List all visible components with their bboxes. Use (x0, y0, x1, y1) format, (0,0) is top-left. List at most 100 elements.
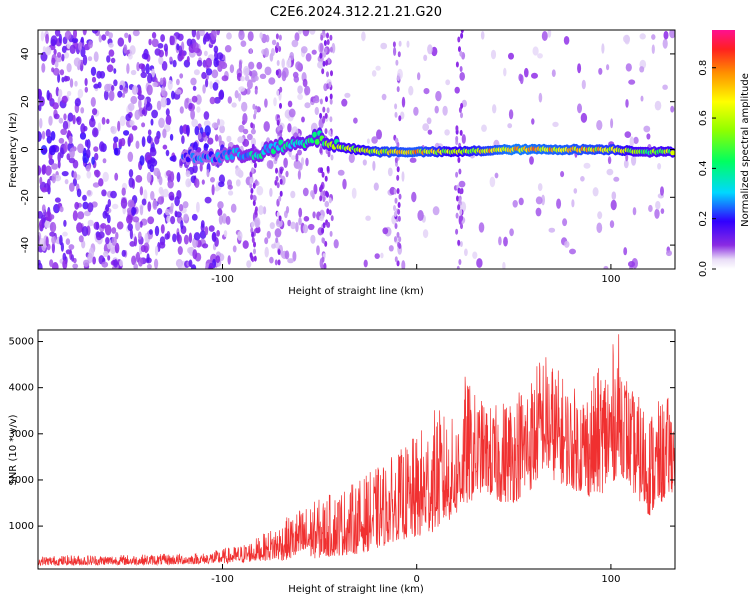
spectrogram-cell (374, 253, 380, 259)
spectrogram-cell (159, 77, 164, 86)
spectrogram-cell (77, 143, 84, 154)
spectrogram-cell (326, 71, 329, 78)
spectrogram-cell (623, 247, 628, 256)
spectrogram-cell (512, 200, 518, 208)
spectrogram-cell (223, 230, 228, 238)
spectrogram-cell (214, 186, 220, 192)
spectrogram-cell (69, 78, 74, 88)
spectrogram-cell (459, 129, 463, 136)
spectrogram-cell (51, 173, 56, 184)
spectrogram-cell (275, 33, 279, 40)
spectrogram-cell (215, 255, 221, 263)
spectrogram-cell (503, 236, 508, 247)
spectrogram-cell (502, 261, 506, 269)
spectrogram-cell (213, 57, 219, 68)
spectrogram-cell (297, 85, 303, 94)
spectrogram-cell (286, 59, 292, 68)
spectrogram-cell (328, 209, 332, 216)
spectrogram-cell (275, 175, 279, 182)
spectrogram-cell (434, 105, 439, 114)
spectrogram-cell (68, 135, 73, 145)
spectrogram-cell (330, 215, 334, 222)
spectrogram-cell (68, 244, 75, 250)
spectrogram-cell (246, 260, 252, 268)
spectrogram-cell (319, 147, 323, 154)
y-tick-label: 1000 (9, 521, 34, 532)
spectrogram-cell (670, 150, 675, 156)
spectrogram-cell (310, 234, 316, 244)
spectrogram-cell (394, 111, 398, 118)
spectrogram-cell (609, 220, 615, 229)
spectrogram-cell (279, 102, 282, 109)
spectrogram-cell (137, 94, 145, 101)
spectrogram-cell (319, 186, 323, 193)
spectrogram-cell (212, 82, 219, 91)
spectrogram-cell (128, 34, 132, 43)
spectrogram-cell (562, 218, 568, 227)
spectrogram-cell (401, 171, 405, 182)
spectrogram-cell (396, 231, 400, 238)
spectrogram-cell (64, 30, 72, 40)
spectrogram-cell (330, 70, 333, 77)
spectrogram-cell (277, 249, 281, 255)
spectrogram-cell (266, 230, 271, 239)
spectrogram-cell (201, 179, 205, 185)
spectrogram-cell (326, 191, 329, 198)
spectrogram-cell (139, 186, 144, 196)
spectrogram-cell (183, 234, 189, 245)
spectrogram-cell (154, 225, 160, 237)
spectrogram-cell (276, 42, 280, 48)
spectrogram-cell (319, 112, 323, 119)
y-tick-label: 4000 (9, 383, 34, 394)
spectrogram-cell (102, 158, 107, 164)
spectrogram-cell (476, 258, 483, 268)
spectrogram-cell (560, 171, 565, 178)
spectrogram-cell (492, 104, 497, 114)
spectrogram-cell (63, 219, 67, 227)
spectrogram-cell (175, 211, 182, 218)
spectrogram-cell (387, 167, 393, 177)
spectrogram-cell (302, 224, 309, 234)
spectrogram-cell (64, 179, 69, 185)
spectrogram-cell (375, 65, 381, 71)
spectrogram-cell (238, 30, 245, 41)
spectrogram-cell (101, 261, 109, 268)
spectrogram-cell (277, 125, 281, 132)
spectrogram-cell (328, 197, 332, 204)
spectrogram-cell (314, 106, 319, 116)
spectrogram-cell (459, 241, 463, 247)
spectrogram-cell (329, 98, 333, 105)
spectrogram-cell (82, 30, 87, 36)
spectrogram-cell (460, 32, 464, 39)
y-tick-label: -40 (20, 237, 31, 253)
spectrogram-cell (156, 100, 162, 111)
spectrogram-cell (276, 218, 280, 225)
spectrogram-cell (57, 160, 61, 169)
spectrogram-cell (262, 206, 267, 215)
spectrogram-cell (264, 237, 269, 245)
spectrogram-cell (290, 221, 296, 230)
spectrogram-noise (38, 30, 675, 269)
colorbar-tick-label: 0.2 (698, 211, 709, 227)
colorbar-label: Normalized spectral amplitude (740, 73, 750, 227)
spectrogram-cell (97, 122, 102, 132)
spectrogram-cell (393, 46, 397, 56)
spectrogram-cell (611, 191, 617, 200)
spectrogram-cell (295, 153, 299, 162)
spectrogram-cell (69, 147, 75, 159)
spectrogram-cell (121, 92, 126, 98)
spectrogram-cell (279, 124, 283, 131)
spectrogram-cell (277, 259, 281, 266)
spectrogram-cell (458, 197, 462, 204)
spectrogram-cell (129, 120, 135, 127)
spectrogram-cell (480, 31, 485, 40)
spectrogram-cell (408, 85, 414, 96)
spectrogram-cell (631, 155, 637, 166)
spectrogram-cell (382, 227, 389, 235)
spectrogram-cell (176, 78, 180, 86)
snr-line (38, 334, 675, 567)
spectrogram-cell (655, 200, 661, 210)
spectrogram-cell (110, 190, 117, 199)
spectrogram-cell (66, 62, 72, 73)
